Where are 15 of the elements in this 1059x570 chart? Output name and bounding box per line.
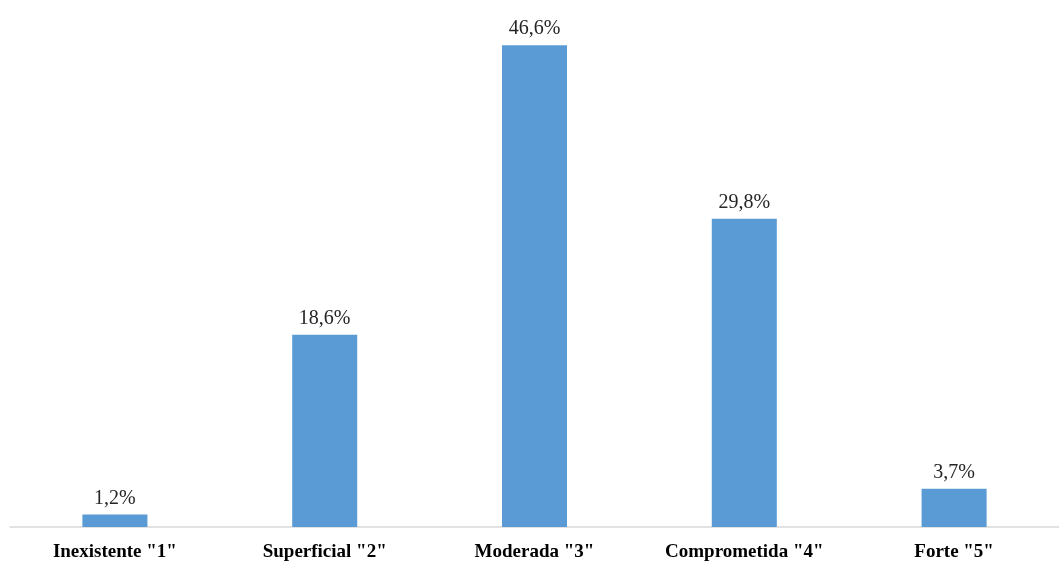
data-label: 18,6% — [298, 305, 351, 328]
x-tick-label: Superficial "2" — [262, 540, 387, 561]
x-tick-label: Moderada "3" — [474, 540, 595, 561]
bar — [921, 488, 987, 527]
data-label: 46,6% — [508, 16, 561, 39]
data-label: 1,2% — [94, 485, 136, 508]
x-tick-label: Forte "5" — [914, 540, 994, 561]
x-tick-label: Inexistente "1" — [52, 540, 177, 561]
data-label: 29,8% — [718, 189, 771, 212]
data-label: 3,7% — [933, 459, 975, 482]
bar — [82, 514, 148, 527]
bar — [501, 45, 568, 527]
x-tick-label: Comprometida "4" — [665, 540, 824, 561]
bar — [292, 334, 358, 527]
bar — [711, 218, 777, 527]
